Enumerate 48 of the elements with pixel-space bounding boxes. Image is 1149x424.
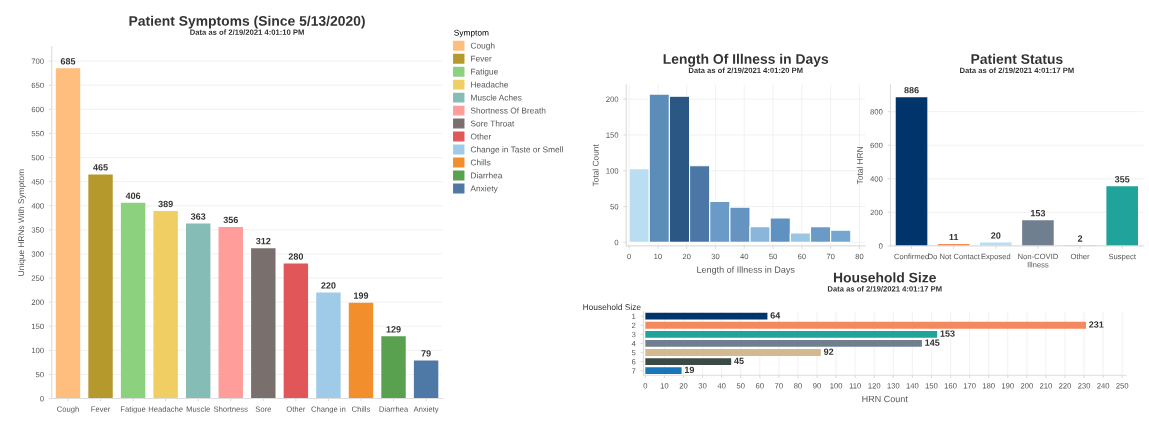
- data-label: 11: [949, 233, 959, 241]
- data-label: 153: [1030, 209, 1046, 217]
- legend-label: Anxiety: [470, 185, 498, 194]
- data-label: 199: [354, 292, 369, 299]
- data-label: 220: [321, 282, 336, 289]
- chart-title: Household Size: [833, 272, 936, 283]
- data-label: 64: [770, 312, 781, 319]
- legend-label: Fever: [471, 55, 492, 62]
- data-label: 465: [93, 164, 108, 171]
- legend-label: Other: [470, 133, 492, 140]
- data-label: 356: [223, 216, 238, 224]
- y-axis-title: Total HRN: [856, 147, 863, 185]
- data-label: 92: [823, 348, 834, 355]
- data-label: 363: [190, 213, 206, 220]
- data-label: 886: [904, 86, 919, 94]
- chart-title: Patient Symptoms (Since 5/13/2020): [129, 15, 365, 29]
- legend-label: Sore Throat: [470, 120, 515, 127]
- data-label: 129: [386, 326, 401, 333]
- data-label: 280: [288, 253, 304, 260]
- legend-label: Muscle Aches: [471, 94, 522, 101]
- data-label: 20: [991, 232, 1001, 239]
- data-label: 231: [1089, 321, 1104, 328]
- data-label: 389: [158, 200, 173, 208]
- chart-title: Patient Status: [971, 53, 1063, 64]
- data-label: 145: [925, 339, 940, 346]
- legend-label: Cough: [470, 42, 495, 51]
- legend-label: Headache: [471, 81, 509, 88]
- y-axis-title: Unique HRNs With Symptom: [18, 169, 26, 276]
- legend-label: Chills: [470, 159, 491, 166]
- legend-label: Change in Taste or Smell: [470, 146, 563, 155]
- data-label: 355: [1114, 176, 1130, 183]
- legend-label: Fatigue: [471, 68, 498, 77]
- data-label: 45: [734, 357, 744, 365]
- data-label: 406: [125, 192, 141, 199]
- y-axis-title: Household Size: [583, 303, 641, 310]
- x-axis-title: Length of Illness in Days: [697, 266, 795, 275]
- legend-title: Symptom: [454, 29, 489, 38]
- data-label: 312: [255, 237, 271, 245]
- x-axis-title: HRN Count: [862, 395, 908, 403]
- data-label: 19: [684, 366, 695, 374]
- legend-label: Diarrhea: [471, 172, 503, 179]
- data-label: 153: [940, 330, 955, 337]
- y-axis-title: Total Count: [592, 144, 599, 187]
- chart-title: Length Of Illness in Days: [663, 53, 829, 67]
- data-label: 685: [60, 58, 76, 65]
- data-label: 79: [421, 350, 431, 357]
- data-label: 2: [1077, 235, 1083, 242]
- legend-label: Shortness Of Breath: [470, 107, 546, 114]
